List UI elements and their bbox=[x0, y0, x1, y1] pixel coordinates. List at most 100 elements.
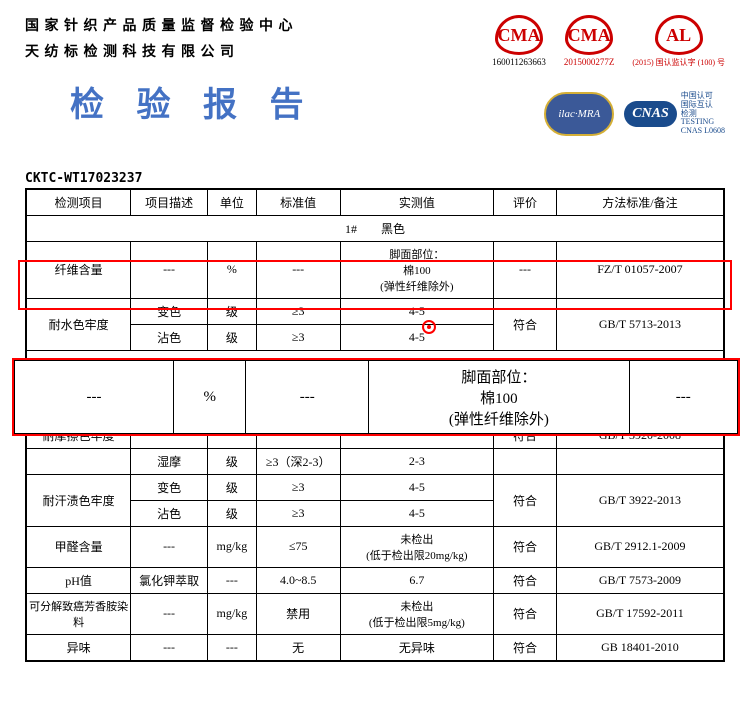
detail-overlay: --- % --- 脚面部位： 棉100 (弹性纤维除外) --- bbox=[12, 358, 740, 436]
cell: 级 bbox=[207, 500, 256, 526]
cma-logo-1: CMA 160011263663 bbox=[492, 15, 546, 68]
cell: --- bbox=[15, 361, 174, 434]
cell: 级 bbox=[207, 298, 256, 324]
table-row: 异味 --- --- 无 无异味 符合 GB 18401-2010 bbox=[26, 634, 724, 661]
cell: --- bbox=[131, 526, 208, 567]
th-eval: 评价 bbox=[494, 189, 557, 216]
th-actual: 实测值 bbox=[340, 189, 494, 216]
cell: GB/T 5713-2013 bbox=[556, 298, 724, 350]
cell: ≥3（深2-3） bbox=[256, 448, 340, 474]
cma-sub-1: 160011263663 bbox=[492, 57, 546, 67]
cell: ≥3 bbox=[256, 500, 340, 526]
logos-row-2: ilac·MRA CNAS 中国认可 国际互认 检测 TESTING CNAS … bbox=[365, 92, 725, 136]
header-left: 国家针织产品质量监督检验中心 天纺标检测科技有限公司 检 验 报 告 bbox=[25, 15, 316, 136]
cell: GB/T 2912.1-2009 bbox=[556, 526, 724, 567]
al-logo: AL (2015) 国认监认字 (100) 号 bbox=[632, 15, 725, 68]
cell: 符合 bbox=[494, 593, 557, 634]
cell: --- bbox=[207, 634, 256, 661]
cell: 湿摩 bbox=[131, 448, 208, 474]
cma-sub-2: 2015000277Z bbox=[564, 57, 615, 67]
cell: 未检出 (低于检出限5mg/kg) bbox=[340, 593, 494, 634]
cell bbox=[556, 448, 724, 474]
cnas-text: 中国认可 国际互认 检测 TESTING CNAS L0608 bbox=[681, 92, 725, 136]
cell: 4-5 bbox=[340, 500, 494, 526]
cell: 符合 bbox=[494, 298, 557, 350]
table-row: 湿摩 级 ≥3（深2-3） 2-3 bbox=[26, 448, 724, 474]
cell: --- bbox=[256, 241, 340, 298]
th-unit: 单位 bbox=[207, 189, 256, 216]
cell: 异味 bbox=[26, 634, 131, 661]
cell: FZ/T 01057-2007 bbox=[556, 241, 724, 298]
cell bbox=[26, 448, 131, 474]
al-icon: AL bbox=[655, 15, 703, 55]
table-row: 耐汗渍色牢度 变色 级 ≥3 4-5 符合 GB/T 3922-2013 bbox=[26, 474, 724, 500]
table-row: 甲醛含量 --- mg/kg ≤75 未检出 (低于检出限20mg/kg) 符合… bbox=[26, 526, 724, 567]
cell: mg/kg bbox=[207, 593, 256, 634]
cell: 级 bbox=[207, 324, 256, 350]
cell: 4-5 bbox=[340, 324, 494, 350]
cell: GB 18401-2010 bbox=[556, 634, 724, 661]
cell: ≤75 bbox=[256, 526, 340, 567]
cell: 4.0~8.5 bbox=[256, 567, 340, 593]
report-title: 检 验 报 告 bbox=[70, 77, 316, 126]
cma-icon: CMA bbox=[565, 15, 613, 55]
cell: 沾色 bbox=[131, 324, 208, 350]
sample-row: 1# 黑色 bbox=[26, 215, 724, 241]
org-name-1: 国家针织产品质量监督检验中心 bbox=[25, 15, 316, 35]
cell: --- bbox=[246, 361, 369, 434]
cell: 可分解致癌芳香胺染料 bbox=[26, 593, 131, 634]
logos: CMA 160011263663 CMA 2015000277Z AL (201… bbox=[365, 15, 725, 136]
cell: 符合 bbox=[494, 634, 557, 661]
cell: 符合 bbox=[494, 474, 557, 526]
cell: 甲醛含量 bbox=[26, 526, 131, 567]
cell: --- bbox=[207, 567, 256, 593]
detail-table: --- % --- 脚面部位： 棉100 (弹性纤维除外) --- bbox=[14, 360, 738, 434]
th-desc: 项目描述 bbox=[131, 189, 208, 216]
cell: 脚面部位： 棉100 (弹性纤维除外) bbox=[340, 241, 494, 298]
cma-logo-2: CMA 2015000277Z bbox=[564, 15, 615, 68]
cell: 级 bbox=[207, 448, 256, 474]
cell: 6.7 bbox=[340, 567, 494, 593]
sample-label: 1# 黑色 bbox=[26, 215, 724, 241]
cell: 沾色 bbox=[131, 500, 208, 526]
cma-icon: CMA bbox=[495, 15, 543, 55]
cell: mg/kg bbox=[207, 526, 256, 567]
cell: 4-5 bbox=[340, 474, 494, 500]
cell: ≥3 bbox=[256, 324, 340, 350]
cell: 禁用 bbox=[256, 593, 340, 634]
cell: GB/T 17592-2011 bbox=[556, 593, 724, 634]
cell: --- bbox=[131, 241, 208, 298]
th-method: 方法标准/备注 bbox=[556, 189, 724, 216]
table-row: 纤维含量 --- % --- 脚面部位： 棉100 (弹性纤维除外) --- F… bbox=[26, 241, 724, 298]
cell: --- bbox=[629, 361, 737, 434]
cell: pH值 bbox=[26, 567, 131, 593]
cell: 符合 bbox=[494, 526, 557, 567]
cell: 脚面部位： 棉100 (弹性纤维除外) bbox=[369, 361, 629, 434]
cell: 符合 bbox=[494, 567, 557, 593]
cell: ≥3 bbox=[256, 474, 340, 500]
pointer-icon bbox=[422, 320, 436, 334]
cell: % bbox=[207, 241, 256, 298]
cell: 4-5 bbox=[340, 298, 494, 324]
table-header-row: 检测项目 项目描述 单位 标准值 实测值 评价 方法标准/备注 bbox=[26, 189, 724, 216]
cnas-logo-icon: CNAS bbox=[624, 101, 677, 127]
cell: 氯化钾萃取 bbox=[131, 567, 208, 593]
cnas-badge: CNAS 中国认可 国际互认 检测 TESTING CNAS L0608 bbox=[624, 92, 725, 136]
ilac-badge: ilac·MRA bbox=[544, 92, 614, 136]
cell: 无异味 bbox=[340, 634, 494, 661]
al-sub: (2015) 国认监认字 (100) 号 bbox=[632, 57, 725, 68]
cell: 耐水色牢度 bbox=[26, 298, 131, 350]
cell: --- bbox=[494, 241, 557, 298]
cell: 级 bbox=[207, 474, 256, 500]
cell: 变色 bbox=[131, 474, 208, 500]
cell: --- bbox=[131, 593, 208, 634]
cell: 未检出 (低于检出限20mg/kg) bbox=[340, 526, 494, 567]
cell: GB/T 7573-2009 bbox=[556, 567, 724, 593]
table-row: 可分解致癌芳香胺染料 --- mg/kg 禁用 未检出 (低于检出限5mg/kg… bbox=[26, 593, 724, 634]
cell: 2-3 bbox=[340, 448, 494, 474]
cell: GB/T 3922-2013 bbox=[556, 474, 724, 526]
cell: % bbox=[174, 361, 246, 434]
cell: ≥3 bbox=[256, 298, 340, 324]
org-name-2: 天纺标检测科技有限公司 bbox=[25, 41, 316, 61]
th-item: 检测项目 bbox=[26, 189, 131, 216]
